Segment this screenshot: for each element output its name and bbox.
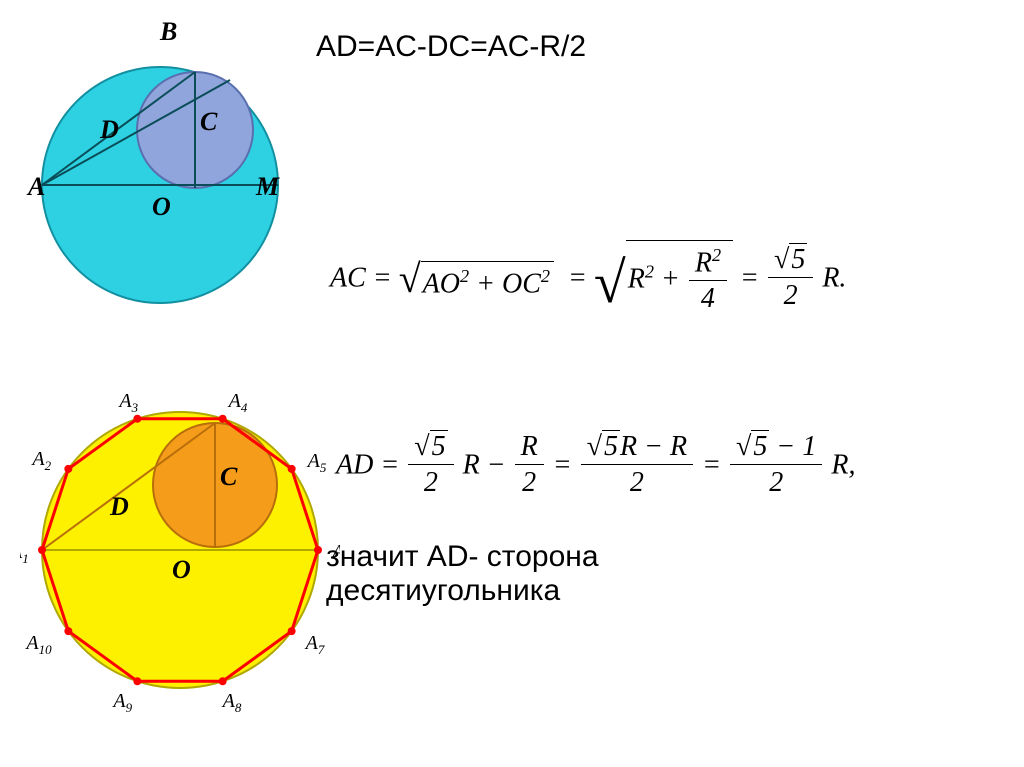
diagram-1-svg: A B C D O M	[20, 10, 290, 330]
d2-label-C: C	[220, 462, 238, 491]
diagram-1: A B C D O M	[20, 10, 290, 330]
d1-label-B: B	[159, 17, 177, 46]
d1-label-D: D	[99, 115, 119, 144]
equation-top: AD=AC-DC=AC-R/2	[316, 30, 586, 64]
svg-text:A1: A1	[20, 541, 29, 566]
conclusion-line1: значит AD- сторона	[326, 540, 599, 573]
svg-text:A9: A9	[111, 690, 132, 715]
svg-text:A5: A5	[306, 450, 327, 475]
eq-ac-lhs: AC	[330, 263, 366, 294]
svg-text:A8: A8	[221, 690, 242, 715]
equation-ac: AC = √AO2 + OC2 = √R2 + R24 = √52 R.	[330, 240, 846, 317]
conclusion-text: значит AD- сторона десятиугольника	[326, 540, 599, 608]
d1-label-C: C	[200, 107, 218, 136]
equation-ad: AD = √52 R − R2 = √5R − R2 = √5 − 12 R,	[336, 430, 855, 501]
svg-text:A4: A4	[227, 390, 248, 415]
svg-text:A10: A10	[24, 632, 52, 657]
diagram-2-svg: A1A2A3A4A5A6A7A8A9A10 C D O	[20, 360, 340, 740]
eq-ad-lhs: AD	[336, 450, 373, 481]
d1-label-A: A	[26, 172, 45, 201]
diagram-2: A1A2A3A4A5A6A7A8A9A10 C D O	[20, 360, 320, 740]
svg-text:A7: A7	[304, 632, 325, 657]
d2-label-D: D	[109, 492, 129, 521]
d1-label-O: O	[152, 192, 171, 221]
d1-label-M: M	[255, 172, 280, 201]
d2-label-O: O	[172, 555, 191, 584]
svg-text:A3: A3	[117, 390, 138, 415]
conclusion-line2: десятиугольника	[326, 574, 560, 607]
svg-text:A2: A2	[30, 448, 51, 473]
